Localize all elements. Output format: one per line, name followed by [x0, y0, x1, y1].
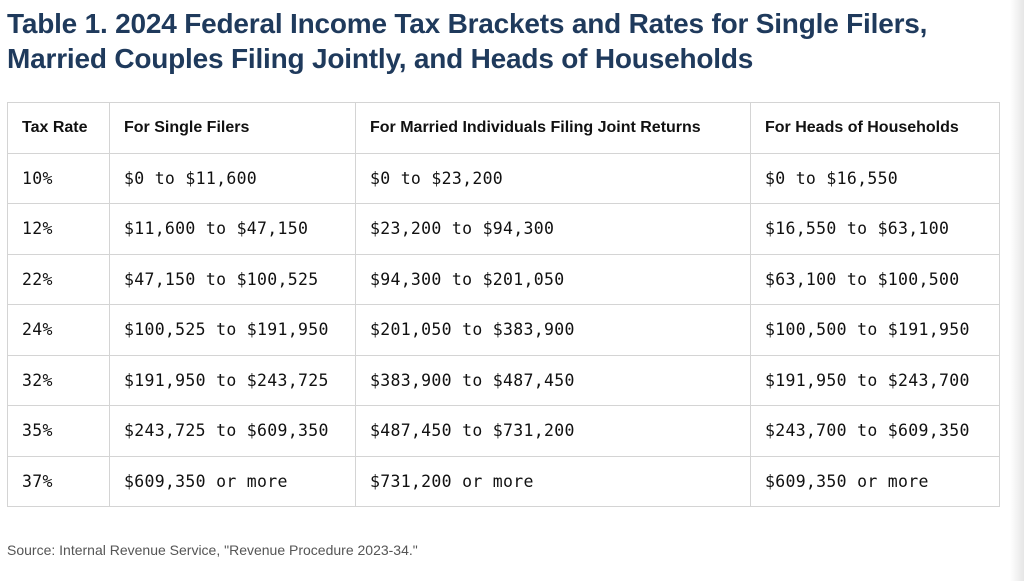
- cell-tax-rate: 32%: [7, 354, 110, 406]
- header-heads-of-households: For Heads of Households: [750, 102, 1000, 154]
- cell-heads-of-households: $63,100 to $100,500: [750, 253, 1000, 305]
- cell-tax-rate: 24%: [7, 304, 110, 356]
- page-edge-shadow: [1010, 0, 1024, 581]
- cell-single-filers: $11,600 to $47,150: [109, 203, 356, 255]
- cell-single-filers: $47,150 to $100,525: [109, 253, 356, 305]
- table-row: 10% $0 to $11,600 $0 to $23,200 $0 to $16,5…: [7, 152, 1000, 204]
- cell-heads-of-households: $0 to $16,550: [750, 152, 1000, 204]
- cell-heads-of-households: $609,350 or more: [750, 455, 1000, 507]
- table-title-line-2: Married Couples Filing Jointly, and Head…: [7, 43, 754, 74]
- cell-tax-rate: 37%: [7, 455, 110, 507]
- cell-single-filers: $100,525 to $191,950: [109, 304, 356, 356]
- cell-single-filers: $0 to $11,600: [109, 152, 356, 204]
- cell-single-filers: $191,950 to $243,725: [109, 354, 356, 406]
- header-married-joint: For Married Individuals Filing Joint Ret…: [355, 102, 751, 154]
- cell-single-filers: $609,350 or more: [109, 455, 356, 507]
- table-title: Table 1. 2024 Federal Income Tax Bracket…: [7, 6, 1012, 76]
- table-row: 12% $11,600 to $47,150 $23,200 to $94,300 $…: [7, 203, 1000, 255]
- table-header-row: Tax Rate For Single Filers For Married I…: [7, 102, 1000, 154]
- cell-married-joint: $94,300 to $201,050: [355, 253, 751, 305]
- cell-single-filers: $243,725 to $609,350: [109, 405, 356, 457]
- table-row: 22% $47,150 to $100,525 $94,300 to $201,05…: [7, 253, 1000, 305]
- cell-tax-rate: 22%: [7, 253, 110, 305]
- header-tax-rate: Tax Rate: [7, 102, 110, 154]
- table-row: 32% $191,950 to $243,725 $383,900 to $487,…: [7, 354, 1000, 406]
- cell-married-joint: $201,050 to $383,900: [355, 304, 751, 356]
- cell-heads-of-households: $16,550 to $63,100: [750, 203, 1000, 255]
- cell-married-joint: $383,900 to $487,450: [355, 354, 751, 406]
- cell-heads-of-households: $100,500 to $191,950: [750, 304, 1000, 356]
- table-row: 37% $609,350 or more $731,200 or more $609,…: [7, 455, 1000, 507]
- cell-heads-of-households: $191,950 to $243,700: [750, 354, 1000, 406]
- cell-heads-of-households: $243,700 to $609,350: [750, 405, 1000, 457]
- table-title-line-1: Table 1. 2024 Federal Income Tax Bracket…: [7, 8, 928, 39]
- cell-married-joint: $0 to $23,200: [355, 152, 751, 204]
- cell-married-joint: $23,200 to $94,300: [355, 203, 751, 255]
- header-single-filers: For Single Filers: [109, 102, 356, 154]
- table-row: 24% $100,525 to $191,950 $201,050 to $383,…: [7, 304, 1000, 356]
- cell-tax-rate: 10%: [7, 152, 110, 204]
- tax-brackets-table: Tax Rate For Single Filers For Married I…: [7, 102, 1000, 507]
- cell-tax-rate: 35%: [7, 405, 110, 457]
- cell-tax-rate: 12%: [7, 203, 110, 255]
- cell-married-joint: $731,200 or more: [355, 455, 751, 507]
- source-note: Source: Internal Revenue Service, "Reven…: [7, 542, 418, 558]
- table-row: 35% $243,725 to $609,350 $487,450 to $731,…: [7, 405, 1000, 457]
- cell-married-joint: $487,450 to $731,200: [355, 405, 751, 457]
